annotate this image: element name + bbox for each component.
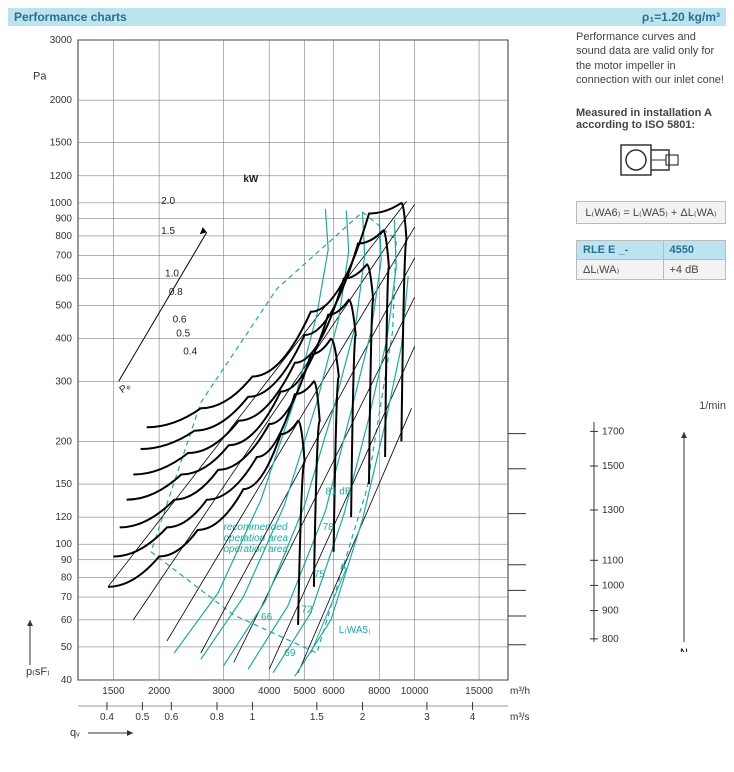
svg-text:m³/h: m³/h: [510, 686, 530, 697]
svg-text:66: 66: [261, 612, 273, 623]
svg-text:m³/s: m³/s: [510, 712, 529, 723]
svg-text:700: 700: [55, 251, 72, 262]
svg-text:2000: 2000: [50, 95, 73, 106]
svg-text:1300: 1300: [602, 505, 625, 516]
svg-text:900: 900: [602, 606, 619, 617]
svg-text:L₍WA5₎: L₍WA5₎: [339, 625, 371, 636]
svg-text:600: 600: [55, 274, 72, 285]
svg-text:100: 100: [55, 539, 72, 550]
header-density: ρ₁=1.20 kg/m³: [642, 10, 720, 24]
svg-text:1200: 1200: [50, 171, 73, 182]
svg-text:1: 1: [250, 712, 256, 723]
formula-box: L₍WA6₎ = L₍WA5₎ + ΔL₍WA₎: [576, 201, 726, 224]
svg-text:60: 60: [61, 615, 73, 626]
svg-text:operation area: operation area: [223, 533, 288, 544]
svg-text:3: 3: [424, 712, 430, 723]
svg-text:0.8: 0.8: [210, 712, 224, 723]
svg-text:15000: 15000: [465, 686, 493, 697]
svg-text:1500: 1500: [50, 138, 73, 149]
model-value: 4550: [663, 241, 726, 260]
svg-text:8000: 8000: [368, 686, 391, 697]
svg-text:qᵥ: qᵥ: [70, 727, 80, 739]
svg-text:78: 78: [323, 522, 335, 533]
svg-text:1.5: 1.5: [310, 712, 324, 723]
chart-svg: 40 50 60 70 80 90 100 120 150 200 300 400 500 600 700 8…: [8, 30, 568, 750]
svg-text:0.4: 0.4: [100, 712, 114, 723]
svg-text:1000: 1000: [50, 198, 73, 209]
svg-text:500: 500: [55, 301, 72, 312]
svg-text:50: 50: [61, 642, 73, 653]
svg-text:200: 200: [55, 436, 72, 447]
svg-text:2: 2: [360, 712, 366, 723]
rpm-unit: 1/min: [576, 400, 726, 412]
svg-text:3000: 3000: [50, 35, 73, 46]
svg-text:Pₑ: Pₑ: [118, 381, 133, 396]
svg-text:800: 800: [602, 634, 619, 645]
svg-text:0.6: 0.6: [164, 712, 178, 723]
svg-text:0.4: 0.4: [183, 346, 197, 357]
delta-value: +4 dB: [663, 260, 726, 280]
rpm-axis: 1700 1500 1300 1100 1000 900 800 N: [576, 412, 716, 652]
svg-text:69: 69: [284, 648, 296, 659]
svg-text:Pa: Pa: [33, 70, 47, 82]
svg-text:1700: 1700: [602, 427, 625, 438]
svg-text:4: 4: [470, 712, 476, 723]
installation-a-icon: [616, 135, 686, 185]
svg-text:1000: 1000: [602, 581, 625, 592]
svg-text:3000: 3000: [212, 686, 235, 697]
svg-text:1.0: 1.0: [165, 269, 179, 280]
svg-text:kW: kW: [243, 174, 259, 185]
validity-note: Performance curves and sound data are va…: [576, 30, 726, 87]
svg-text:N: N: [680, 647, 688, 652]
svg-text:2000: 2000: [148, 686, 171, 697]
svg-text:recommended: recommended: [223, 522, 287, 533]
svg-text:150: 150: [55, 479, 72, 490]
svg-text:300: 300: [55, 376, 72, 387]
svg-text:70: 70: [61, 592, 73, 603]
svg-text:120: 120: [55, 512, 72, 523]
svg-text:5000: 5000: [293, 686, 316, 697]
svg-text:72: 72: [301, 605, 313, 616]
svg-text:1100: 1100: [602, 555, 624, 566]
svg-text:75: 75: [314, 569, 326, 580]
svg-text:10000: 10000: [401, 686, 429, 697]
svg-text:80: 80: [61, 572, 73, 583]
svg-text:p₍sF₎: p₍sF₎: [26, 666, 50, 678]
svg-text:operation area: operation area: [223, 544, 288, 555]
svg-text:0.6: 0.6: [173, 315, 187, 326]
svg-text:400: 400: [55, 334, 72, 345]
svg-text:1500: 1500: [102, 686, 125, 697]
sound-table: RLE E _- 4550 ΔL₍WA₎ +4 dB: [576, 240, 726, 280]
svg-text:1500: 1500: [602, 461, 625, 472]
performance-chart: 40 50 60 70 80 90 100 120 150 200 300 400 500 600 700 8…: [8, 30, 568, 750]
side-panel: Performance curves and sound data are va…: [568, 30, 726, 750]
svg-text:4000: 4000: [258, 686, 281, 697]
header-title: Performance charts: [14, 10, 127, 24]
measured-heading: Measured in installation A according to …: [576, 107, 726, 131]
svg-text:1.5: 1.5: [161, 226, 175, 237]
delta-label: ΔL₍WA₎: [577, 260, 664, 280]
svg-text:0.5: 0.5: [176, 329, 190, 340]
svg-text:800: 800: [55, 231, 72, 242]
svg-text:2.0: 2.0: [161, 196, 175, 207]
model-label: RLE E _-: [577, 241, 664, 260]
svg-text:90: 90: [61, 555, 73, 566]
svg-text:900: 900: [55, 213, 72, 224]
svg-text:6000: 6000: [322, 686, 345, 697]
svg-text:40: 40: [61, 675, 73, 686]
svg-text:0.5: 0.5: [135, 712, 149, 723]
svg-text:81 dB: 81 dB: [325, 486, 351, 497]
